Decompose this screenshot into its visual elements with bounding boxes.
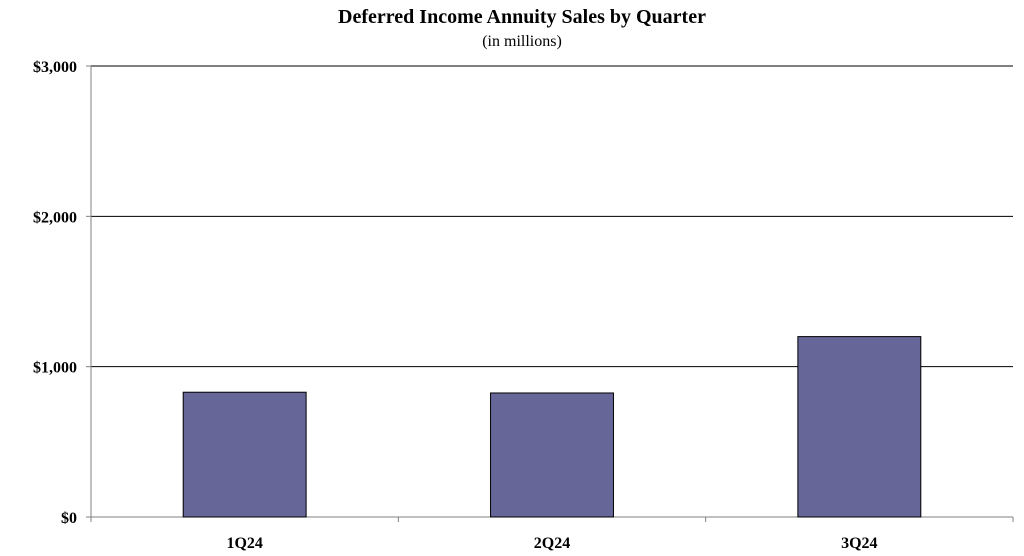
x-tick-label: 3Q24 (841, 535, 877, 552)
y-tick-label: $0 (61, 510, 77, 527)
x-tick-label: 2Q24 (534, 535, 570, 552)
y-tick-label: $2,000 (33, 209, 77, 226)
y-tick-label: $1,000 (33, 360, 77, 377)
bar (797, 336, 922, 518)
chart-subtitle: (in millions) (482, 33, 562, 50)
chart-title: Deferred Income Annuity Sales by Quarter (338, 6, 706, 28)
y-tick-label: $3,000 (33, 59, 77, 76)
bar (182, 391, 307, 518)
bar (490, 392, 614, 518)
x-tick-label: 1Q24 (226, 535, 262, 552)
